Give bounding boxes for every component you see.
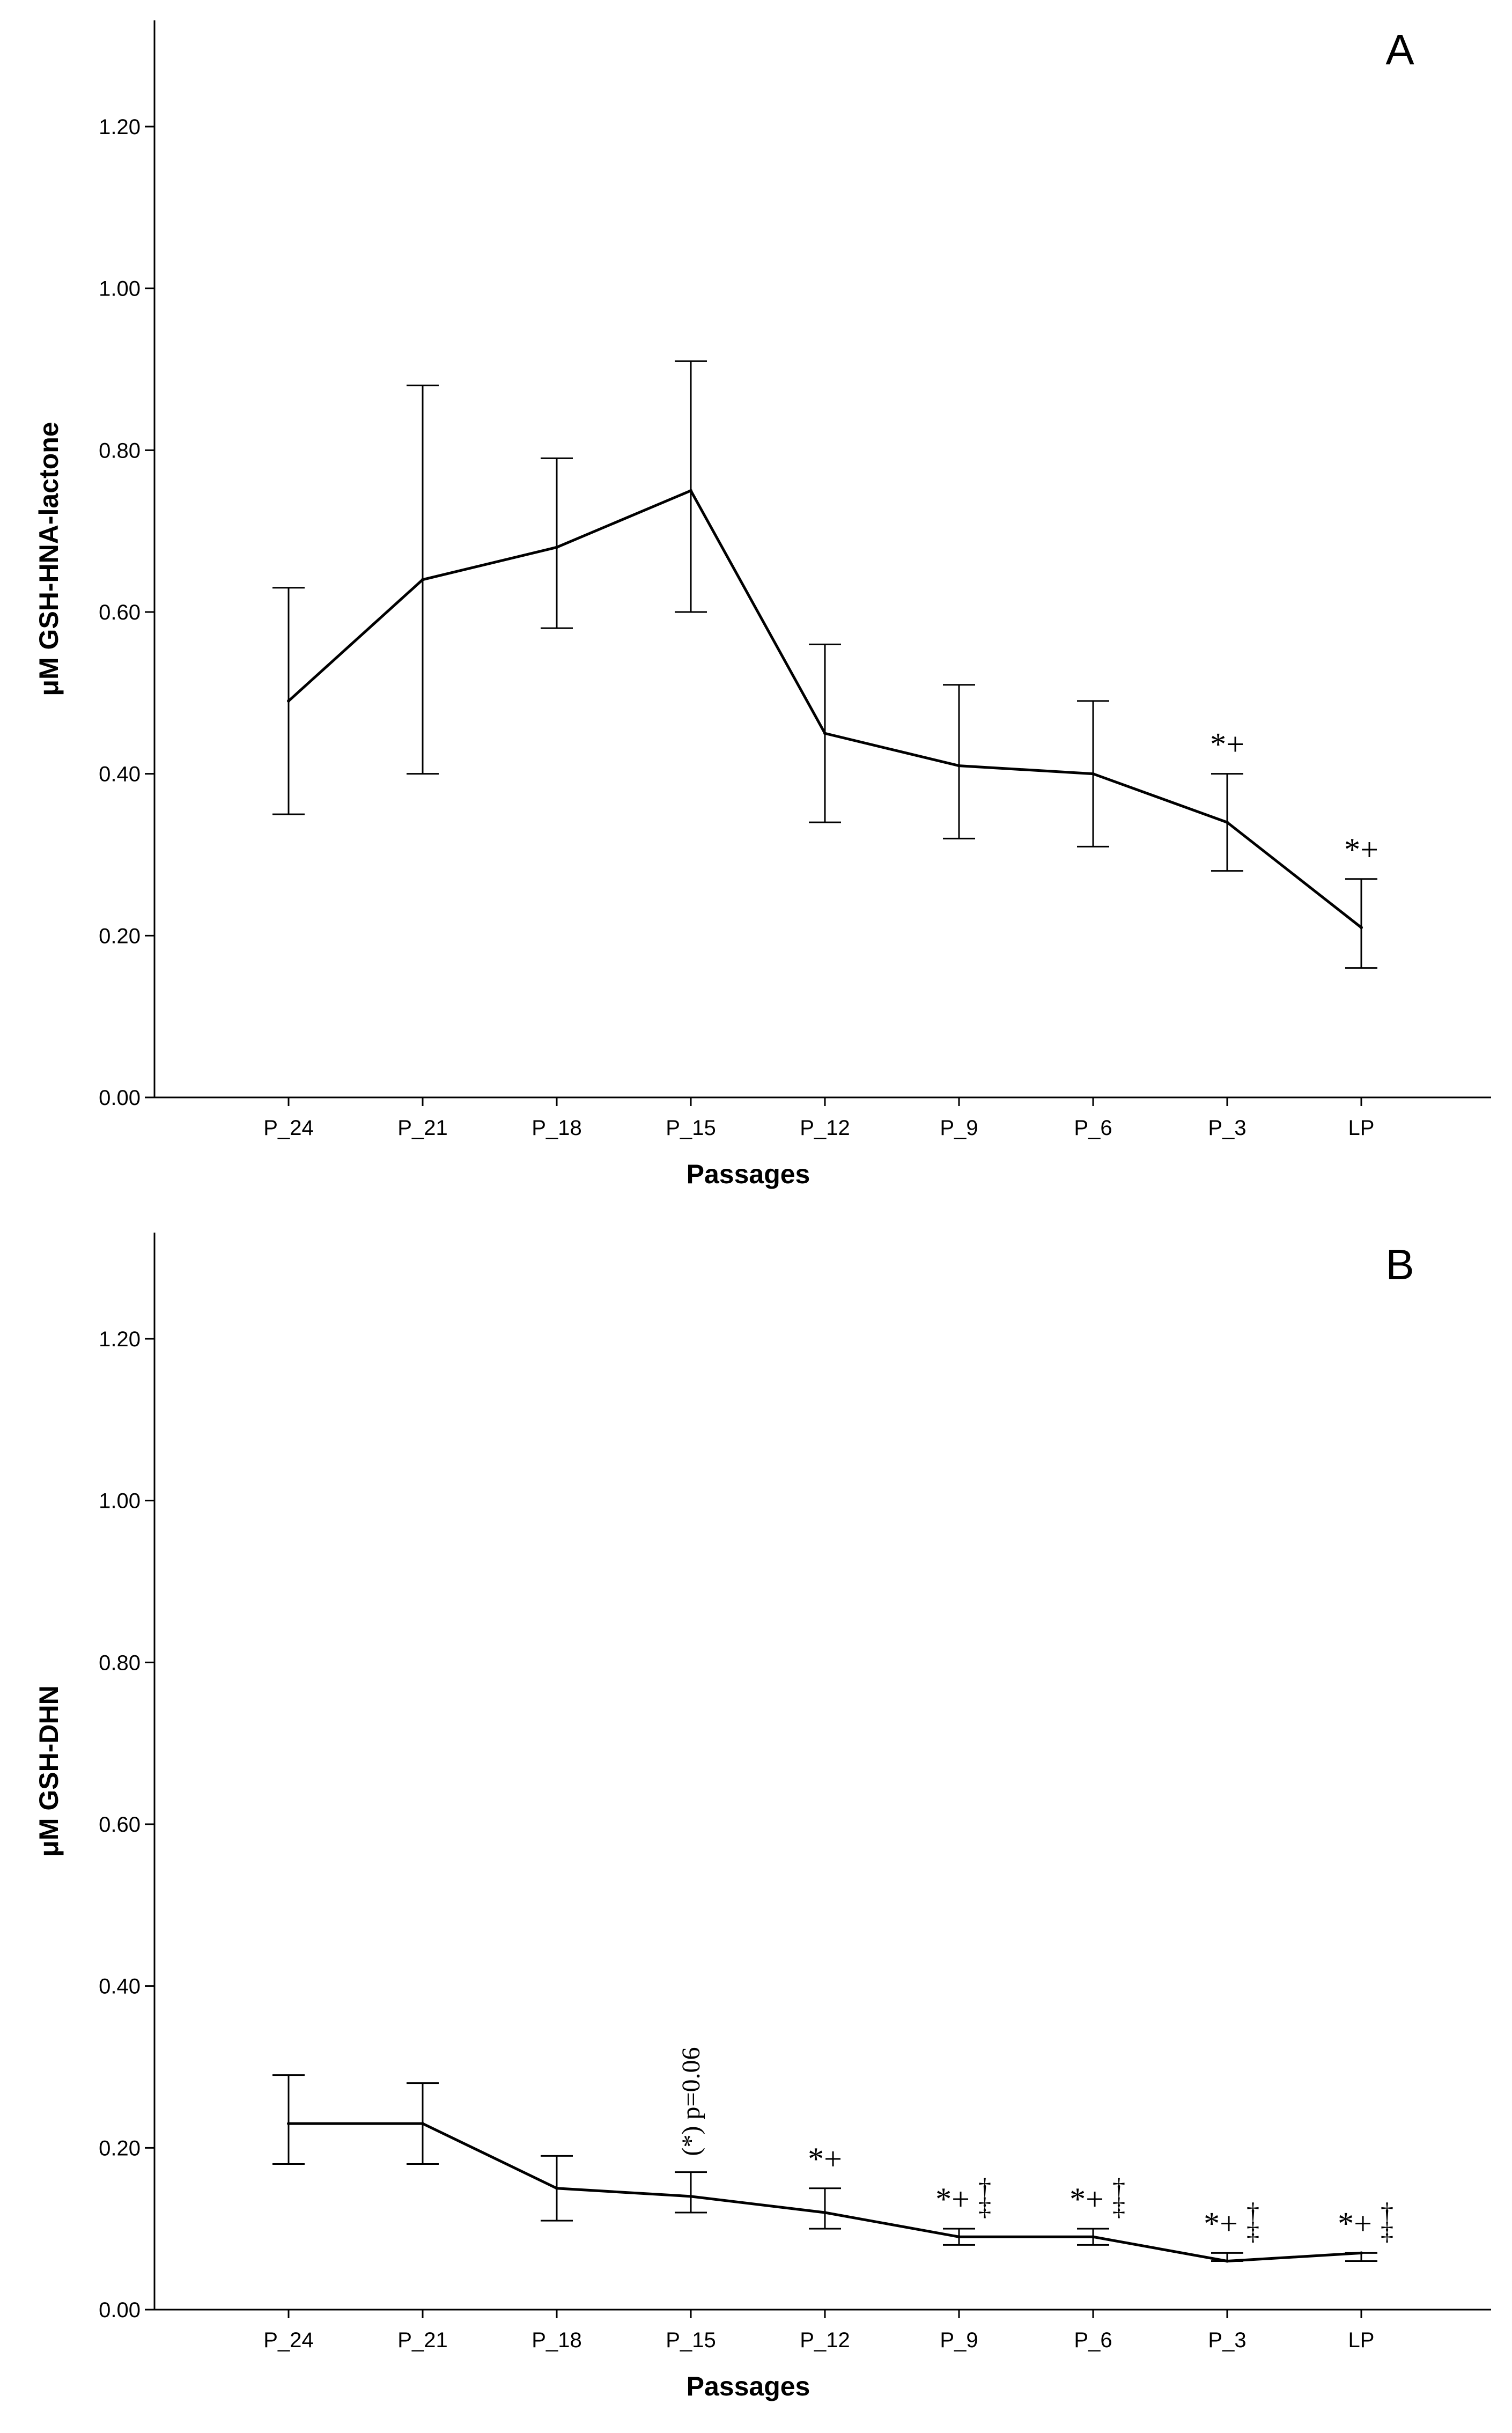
y-axis-title: μM GSH-HNA-lactone xyxy=(34,422,64,696)
svg-text:‡: ‡ xyxy=(1381,2217,1393,2245)
y-tick-label: 1.00 xyxy=(99,277,141,301)
x-tick-label: P_21 xyxy=(397,1116,447,1140)
data-point xyxy=(1091,2235,1095,2239)
data-point xyxy=(1360,2251,1363,2255)
x-tick-label: P_12 xyxy=(800,1116,850,1140)
data-point xyxy=(689,489,692,492)
y-axis-title: μM GSH-DHN xyxy=(34,1685,64,1856)
y-tick-label: 0.60 xyxy=(99,601,141,624)
x-tick-label: LP xyxy=(1348,1116,1375,1140)
y-tick-label: 0.00 xyxy=(99,1086,141,1110)
svg-text:†: † xyxy=(1381,2198,1393,2226)
significance-label: *+ †‡ xyxy=(1338,2198,1393,2245)
svg-text:†: † xyxy=(1247,2198,1259,2226)
x-tick-label: P_24 xyxy=(263,2328,313,2352)
y-tick-label: 0.00 xyxy=(99,2298,141,2322)
data-point xyxy=(823,732,827,735)
x-axis-title: Passages xyxy=(687,1159,810,1189)
data-point xyxy=(823,2211,827,2214)
x-tick-label: P_15 xyxy=(666,1116,716,1140)
svg-text:†: † xyxy=(978,2173,991,2202)
data-point xyxy=(1226,821,1229,824)
y-tick-label: 0.60 xyxy=(99,1813,141,1837)
y-tick-label: 0.80 xyxy=(99,1651,141,1675)
error-bar xyxy=(675,360,707,613)
significance-label: (*) p=0.06 xyxy=(677,2047,705,2156)
data-point xyxy=(421,578,424,581)
error-bar xyxy=(541,457,573,629)
data-point xyxy=(1360,926,1363,930)
x-tick-label: P_12 xyxy=(800,2328,850,2352)
y-tick-label: 0.40 xyxy=(99,763,141,786)
x-axis-title: Passages xyxy=(687,2371,810,2401)
svg-text:*+: *+ xyxy=(1210,727,1244,762)
x-tick-label: P_24 xyxy=(263,1116,313,1140)
svg-text:‡: ‡ xyxy=(1247,2217,1259,2245)
x-tick-label: LP xyxy=(1348,2328,1375,2352)
data-point xyxy=(287,699,290,703)
panel-A: 0.00 0.20 0.40 0.60 0.80 1.00 1.20 P_24 P_21 P_18… xyxy=(34,20,1491,1189)
x-tick-label: P_3 xyxy=(1208,1116,1246,1140)
data-point xyxy=(957,2235,961,2239)
y-tick-label: 1.20 xyxy=(99,115,141,139)
significance-label: *+ xyxy=(1344,832,1378,867)
x-tick-label: P_3 xyxy=(1208,2328,1246,2352)
svg-text:‡: ‡ xyxy=(1112,2193,1125,2221)
error-bar xyxy=(809,2187,841,2230)
significance-label: *+ †‡ xyxy=(1070,2173,1125,2221)
y-tick-label: 0.80 xyxy=(99,439,141,462)
error-bar xyxy=(943,684,975,839)
panel-B: 0.00 0.20 0.40 0.60 0.80 1.00 1.20 P_24 P_21 P_18… xyxy=(34,1233,1491,2401)
svg-text:*+: *+ xyxy=(1344,832,1378,867)
panel-label: B xyxy=(1385,1241,1414,1288)
x-tick-label: P_9 xyxy=(940,1116,978,1140)
x-tick-label: P_6 xyxy=(1074,1116,1112,1140)
y-tick-label: 0.40 xyxy=(99,1975,141,1999)
significance-label: *+ xyxy=(1210,727,1244,762)
y-tick-label: 1.00 xyxy=(99,1490,141,1513)
data-point xyxy=(1091,772,1095,776)
data-point xyxy=(421,2122,424,2126)
error-bar xyxy=(272,2074,305,2165)
data-point xyxy=(1226,2259,1229,2263)
x-tick-label: P_21 xyxy=(397,2328,447,2352)
x-tick-label: P_9 xyxy=(940,2328,978,2352)
x-tick-label: P_15 xyxy=(666,2328,716,2352)
data-point xyxy=(555,2186,558,2190)
data-point xyxy=(287,2122,290,2126)
svg-text:*+: *+ xyxy=(1070,2181,1104,2217)
significance-label: *+ †‡ xyxy=(935,2173,991,2221)
svg-text:*+: *+ xyxy=(808,2141,842,2177)
svg-text:*+: *+ xyxy=(1204,2206,1238,2241)
svg-text:*+: *+ xyxy=(1338,2206,1372,2241)
data-point xyxy=(957,764,961,768)
y-tick-label: 0.20 xyxy=(99,2136,141,2160)
svg-text:‡: ‡ xyxy=(978,2193,991,2221)
significance-label: *+ xyxy=(808,2141,842,2177)
data-point xyxy=(555,545,558,549)
y-tick-label: 0.20 xyxy=(99,924,141,948)
svg-text:*+: *+ xyxy=(935,2181,970,2217)
significance-label: *+ †‡ xyxy=(1204,2198,1259,2245)
x-tick-label: P_18 xyxy=(532,2328,581,2352)
error-bar xyxy=(675,2171,707,2214)
svg-text:†: † xyxy=(1112,2173,1125,2202)
error-bar xyxy=(1345,878,1377,969)
panel-label: A xyxy=(1385,26,1414,73)
x-tick-label: P_18 xyxy=(532,1116,581,1140)
x-tick-label: P_6 xyxy=(1074,2328,1112,2352)
y-tick-label: 1.20 xyxy=(99,1328,141,1351)
data-point xyxy=(689,2194,692,2198)
